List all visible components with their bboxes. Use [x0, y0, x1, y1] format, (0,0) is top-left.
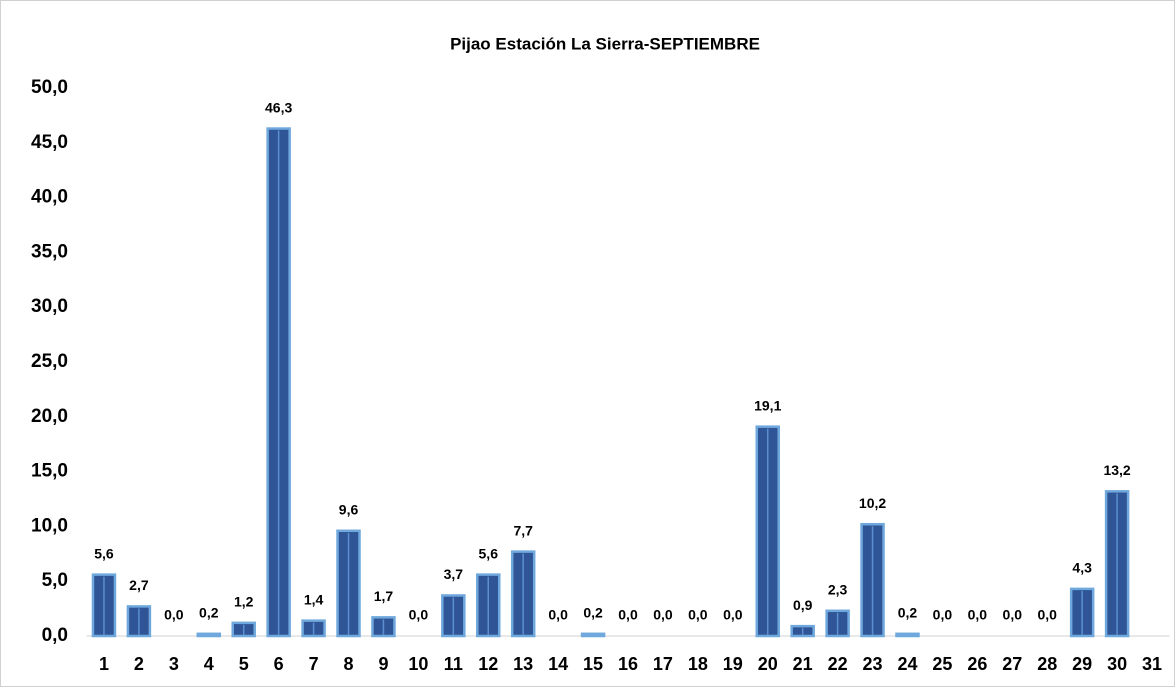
x-tick-label: 22 [828, 654, 848, 674]
x-tick-label: 10 [408, 654, 428, 674]
value-label: 0,0 [548, 607, 568, 623]
bar [895, 632, 920, 638]
x-tick-label: 25 [932, 654, 952, 674]
x-tick-label: 16 [618, 654, 638, 674]
value-label: 13,2 [1103, 462, 1130, 478]
x-tick-label: 18 [688, 654, 708, 674]
value-label: 0,0 [968, 607, 988, 623]
value-label: 0,9 [793, 597, 813, 613]
x-tick-label: 28 [1037, 654, 1057, 674]
x-tick-label: 31 [1142, 654, 1162, 674]
x-tick-label: 12 [478, 654, 498, 674]
x-tick-label: 5 [239, 654, 249, 674]
y-tick-label: 30,0 [31, 296, 68, 317]
y-tick-label: 10,0 [31, 515, 68, 536]
x-tick-label: 15 [583, 654, 603, 674]
value-label: 0,0 [723, 607, 743, 623]
x-tick-label: 6 [274, 654, 284, 674]
value-label: 46,3 [265, 99, 292, 115]
value-label: 0,2 [199, 605, 219, 621]
y-tick-label: 0,0 [42, 625, 68, 646]
x-tick-label: 2 [134, 654, 144, 674]
y-tick-label: 20,0 [31, 406, 68, 427]
x-tick-label: 23 [863, 654, 883, 674]
value-label: 2,7 [129, 577, 149, 593]
value-label: 0,0 [409, 607, 429, 623]
x-tick-label: 13 [513, 654, 533, 674]
x-tick-label: 26 [967, 654, 987, 674]
x-tick-label: 20 [758, 654, 778, 674]
y-tick-label: 15,0 [31, 461, 68, 482]
x-tick-label: 14 [548, 654, 568, 674]
x-tick-label: 21 [793, 654, 813, 674]
x-tick-label: 27 [1002, 654, 1022, 674]
value-label: 0,0 [653, 607, 673, 623]
value-label: 1,4 [304, 591, 324, 607]
value-label: 3,7 [444, 566, 464, 582]
value-label: 10,2 [859, 495, 886, 511]
bar [196, 632, 222, 638]
value-label: 0,0 [688, 607, 708, 623]
x-tick-label: 7 [309, 654, 319, 674]
value-label: 5,6 [94, 545, 114, 561]
x-tick-label: 9 [378, 654, 388, 674]
y-tick-label: 5,0 [42, 570, 68, 591]
y-tick-label: 50,0 [31, 77, 68, 98]
value-label: 0,0 [933, 607, 953, 623]
y-tick-label: 45,0 [31, 132, 68, 153]
value-label: 0,2 [898, 605, 918, 621]
x-tick-label: 11 [444, 654, 463, 674]
value-label: 4,3 [1072, 560, 1092, 576]
value-label: 0,0 [1037, 607, 1057, 623]
value-label: 2,3 [828, 581, 848, 597]
y-tick-label: 40,0 [31, 187, 68, 208]
value-label: 5,6 [479, 545, 499, 561]
x-tick-label: 24 [897, 654, 917, 674]
x-tick-label: 4 [204, 654, 214, 674]
x-tick-label: 1 [99, 654, 109, 674]
x-tick-label: 17 [653, 654, 673, 674]
value-label: 0,0 [618, 607, 638, 623]
x-tick-label: 19 [723, 654, 743, 674]
y-tick-label: 35,0 [31, 241, 68, 262]
value-label: 7,7 [513, 522, 533, 538]
x-tick-label: 3 [169, 654, 179, 674]
value-label: 9,6 [339, 501, 359, 517]
value-label: 0,0 [1003, 607, 1023, 623]
value-label: 19,1 [754, 397, 781, 413]
x-tick-label: 30 [1107, 654, 1127, 674]
chart-title: Pijao Estación La Sierra-SEPTIEMBRE [450, 34, 760, 53]
value-label: 1,2 [234, 594, 254, 610]
bar [580, 632, 606, 638]
x-tick-label: 8 [344, 654, 354, 674]
value-label: 1,7 [374, 588, 394, 604]
x-tick-label: 29 [1072, 654, 1092, 674]
y-tick-label: 25,0 [31, 351, 68, 372]
value-label: 0,0 [164, 607, 184, 623]
value-label: 0,2 [583, 605, 603, 621]
